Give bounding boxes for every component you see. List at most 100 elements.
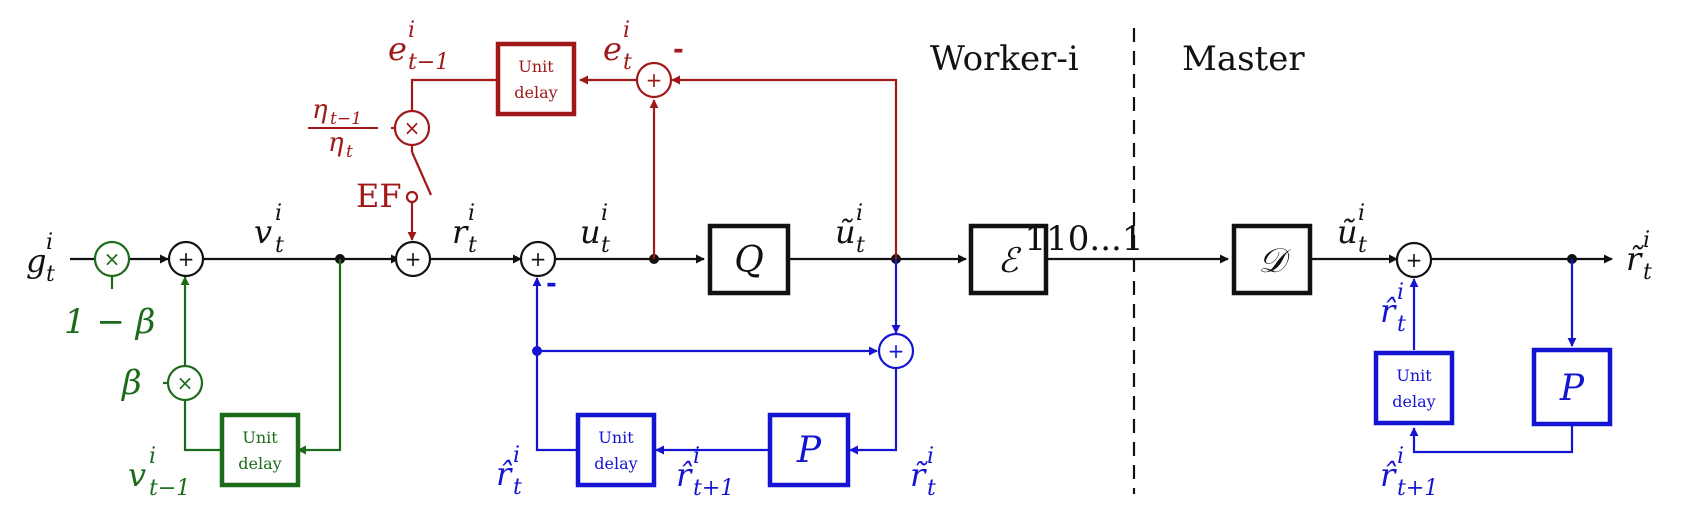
label-r-hat-t-i-master: r̂ i t bbox=[1380, 280, 1406, 337]
svg-text:i: i bbox=[623, 18, 630, 43]
svg-text:r̂: r̂ bbox=[1380, 456, 1397, 494]
svg-text:η: η bbox=[312, 95, 328, 125]
product-node-eta-ratio: × bbox=[393, 109, 431, 147]
label-e-t-minus-1-i: e i t−1 bbox=[388, 18, 449, 75]
label-eta-ratio: η t−1 η t bbox=[308, 95, 378, 162]
svg-text:v: v bbox=[254, 213, 272, 251]
predictor-master-label: P bbox=[1559, 368, 1585, 409]
svg-text:t: t bbox=[623, 50, 632, 75]
label-r-hat-t-i-worker: r̂ i t bbox=[496, 443, 522, 500]
product-node-beta: × bbox=[166, 364, 204, 402]
encoder-block: ℰ bbox=[968, 223, 1049, 296]
momentum-loop bbox=[110, 259, 342, 455]
svg-text:+: + bbox=[646, 68, 663, 92]
svg-text:+: + bbox=[530, 247, 547, 271]
label-u-t-i: u i t bbox=[580, 201, 610, 258]
minus-sign-prediction: - bbox=[546, 269, 557, 299]
sum-node-prediction-error: + bbox=[519, 240, 557, 278]
svg-text:×: × bbox=[404, 116, 421, 140]
label-one-minus-beta: 1 − β bbox=[64, 302, 155, 342]
predictor-block-worker: P bbox=[767, 412, 851, 488]
label-beta: β bbox=[120, 363, 142, 403]
svg-text:η: η bbox=[328, 128, 344, 158]
svg-text:t: t bbox=[856, 233, 865, 258]
unit-delay-master-bottom: delay bbox=[1392, 392, 1435, 411]
svg-text:+: + bbox=[178, 247, 195, 271]
unit-delay-worker-bottom: delay bbox=[594, 454, 637, 473]
unit-delay-red-bottom: delay bbox=[514, 83, 557, 102]
label-u-tilde-t-i-master: ũ i t bbox=[1337, 201, 1367, 258]
svg-text:t: t bbox=[275, 233, 284, 258]
label-v-t-minus-1-i: v i t−1 bbox=[128, 444, 190, 501]
label-r-hat-t-plus-1-i-worker: r̂ i t+1 bbox=[676, 444, 734, 501]
label-e-t-i: e i t bbox=[603, 18, 632, 75]
svg-text:+: + bbox=[1406, 248, 1423, 272]
label-r-tilde-t-i-output: r̃ i t bbox=[1626, 228, 1652, 285]
label-g-t-i: g i t bbox=[26, 230, 55, 287]
svg-text:i: i bbox=[1397, 444, 1404, 469]
sum-node-momentum: + bbox=[167, 240, 205, 278]
svg-text:t: t bbox=[513, 475, 522, 500]
quantizer-label: Q bbox=[734, 240, 764, 281]
svg-text:r̃: r̃ bbox=[910, 456, 929, 494]
svg-text:i: i bbox=[468, 201, 475, 226]
svg-text:t: t bbox=[601, 233, 610, 258]
unit-delay-red: Unit delay bbox=[495, 41, 577, 117]
svg-text:i: i bbox=[1397, 280, 1404, 305]
unit-delay-green-bottom: delay bbox=[238, 454, 281, 473]
quantizer-block: Q bbox=[707, 223, 791, 296]
sum-node-ef: + bbox=[394, 240, 432, 278]
svg-text:t−1: t−1 bbox=[408, 50, 449, 75]
label-r-hat-t-plus-1-i-master: r̂ i t+1 bbox=[1380, 444, 1438, 501]
svg-text:i: i bbox=[46, 230, 53, 255]
svg-text:t: t bbox=[1358, 233, 1367, 258]
svg-text:ũ: ũ bbox=[835, 213, 856, 251]
worker-prediction-junction bbox=[532, 346, 542, 356]
svg-text:e: e bbox=[603, 30, 622, 68]
svg-text:i: i bbox=[408, 18, 415, 43]
ef-switch-contact bbox=[405, 190, 419, 204]
unit-delay-worker-top: Unit bbox=[598, 428, 634, 447]
unit-delay-worker: Unit delay bbox=[575, 412, 657, 488]
svg-text:t+1: t+1 bbox=[1397, 476, 1438, 501]
worker-region-label: Worker-i bbox=[930, 39, 1079, 79]
unit-delay-master-top: Unit bbox=[1396, 366, 1432, 385]
svg-text:i: i bbox=[927, 444, 934, 469]
svg-text:i: i bbox=[856, 201, 863, 226]
label-u-tilde-t-i-worker: ũ i t bbox=[835, 201, 865, 258]
svg-text:+: + bbox=[405, 247, 422, 271]
encoder-label: ℰ bbox=[998, 241, 1022, 281]
svg-text:u: u bbox=[580, 213, 601, 251]
predictor-worker-label: P bbox=[796, 430, 822, 471]
svg-text:i: i bbox=[601, 201, 608, 226]
worker-prediction-loop bbox=[532, 259, 901, 455]
label-r-t-i: r i t bbox=[452, 201, 477, 258]
bitstream-label: 110...1 bbox=[1025, 219, 1144, 259]
svg-text:v: v bbox=[128, 456, 146, 494]
label-r-tilde-t-i-worker: r̃ i t bbox=[910, 444, 936, 501]
svg-text:g: g bbox=[26, 242, 46, 280]
svg-text:×: × bbox=[177, 371, 194, 395]
unit-delay-red-top: Unit bbox=[518, 57, 554, 76]
svg-text:t: t bbox=[46, 262, 55, 287]
svg-text:r̂: r̂ bbox=[1380, 292, 1397, 330]
error-feedback-loop bbox=[391, 75, 898, 259]
svg-text:i: i bbox=[275, 201, 282, 226]
svg-text:t: t bbox=[468, 233, 477, 258]
svg-text:t−1: t−1 bbox=[149, 476, 190, 501]
svg-text:i: i bbox=[1358, 201, 1365, 226]
svg-text:×: × bbox=[104, 247, 121, 271]
unit-delay-green: Unit delay bbox=[219, 412, 301, 488]
svg-text:i: i bbox=[1643, 228, 1650, 253]
svg-text:r̃: r̃ bbox=[1626, 240, 1645, 278]
label-v-t-i: v i t bbox=[254, 201, 284, 258]
svg-text:t: t bbox=[1643, 260, 1652, 285]
svg-text:i: i bbox=[693, 444, 700, 469]
unit-delay-green-top: Unit bbox=[242, 428, 278, 447]
svg-text:i: i bbox=[149, 444, 156, 469]
svg-text:t: t bbox=[927, 476, 936, 501]
svg-text:+: + bbox=[888, 339, 905, 363]
sum-node-reconstruction: + bbox=[877, 332, 915, 370]
sum-node-error: + bbox=[635, 61, 673, 99]
